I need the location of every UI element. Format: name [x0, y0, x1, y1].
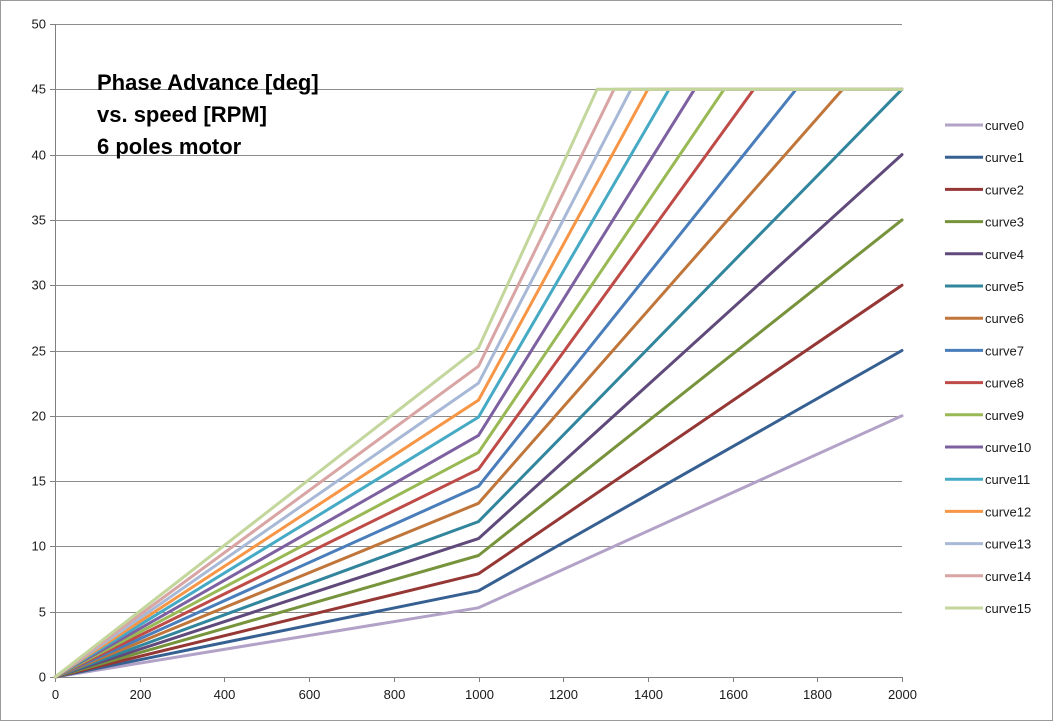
legend-label: curve14	[985, 569, 1031, 584]
legend-item-curve8: curve8	[945, 376, 1024, 391]
legend-label: curve8	[985, 376, 1024, 391]
legend-item-curve4: curve4	[945, 247, 1024, 262]
legend-item-curve6: curve6	[945, 311, 1024, 326]
y-tick-label: 40	[32, 148, 46, 163]
y-tick-label: 10	[32, 539, 46, 554]
x-tick-label: 2000	[888, 687, 917, 702]
legend-label: curve2	[985, 182, 1024, 197]
series-line-curve2	[53, 283, 904, 679]
legend-label: curve6	[985, 311, 1024, 326]
legend-item-curve15: curve15	[945, 601, 1031, 616]
legend-item-curve14: curve14	[945, 569, 1031, 584]
x-tick-label: 1400	[634, 687, 663, 702]
x-tick-label: 1600	[719, 687, 748, 702]
x-tick-label: 0	[52, 687, 59, 702]
legend-label: curve10	[985, 440, 1031, 455]
legend-item-curve10: curve10	[945, 440, 1031, 455]
legend-item-curve1: curve1	[945, 150, 1024, 165]
x-tick-label: 1200	[549, 687, 578, 702]
legend-label: curve0	[985, 118, 1024, 133]
series-line-curve1	[53, 349, 904, 679]
series-line-curve0	[53, 414, 904, 679]
legend-item-curve3: curve3	[945, 215, 1024, 230]
y-tick-label: 50	[32, 17, 46, 32]
y-tick-label: 0	[39, 670, 46, 685]
chart-title-line-3: 6 poles motor	[97, 134, 242, 159]
legend-item-curve11: curve11	[945, 472, 1030, 487]
legend-item-curve5: curve5	[945, 279, 1024, 294]
legend-label: curve11	[985, 472, 1030, 487]
chart-title-line-1: Phase Advance [deg]	[97, 70, 319, 95]
legend-item-curve13: curve13	[945, 537, 1031, 552]
y-tick-label: 5	[39, 605, 46, 620]
y-tick-label: 45	[32, 82, 46, 97]
legend-item-curve12: curve12	[945, 504, 1031, 519]
legend-label: curve13	[985, 537, 1031, 552]
chart-title-line-2: vs. speed [RPM]	[97, 102, 267, 127]
x-tick-label: 1800	[803, 687, 832, 702]
axes: 0 5 10 15 20 25 30 35 40 45 50 0 200 400 600 800 1000 120…	[32, 17, 917, 703]
legend-label: curve5	[985, 279, 1024, 294]
chart-title: Phase Advance [deg] vs. speed [RPM] 6 po…	[97, 67, 417, 163]
series-line-curve4	[53, 153, 904, 679]
legend-label: curve15	[985, 601, 1031, 616]
legend-label: curve12	[985, 504, 1031, 519]
series-line-curve15	[53, 87, 904, 679]
legend-label: curve1	[985, 150, 1024, 165]
legend-label: curve4	[985, 247, 1024, 262]
legend-item-curve7: curve7	[945, 343, 1024, 358]
legend-label: curve3	[985, 215, 1024, 230]
series-lines	[53, 87, 904, 679]
y-tick-label: 15	[32, 474, 46, 489]
y-tick-label: 20	[32, 409, 46, 424]
legend-item-curve2: curve2	[945, 182, 1024, 197]
y-tick-label: 35	[32, 213, 46, 228]
x-tick-label: 1000	[465, 687, 494, 702]
x-tick-label: 800	[384, 687, 406, 702]
y-tick-label: 25	[32, 344, 46, 359]
x-tick-label: 400	[214, 687, 236, 702]
legend-label: curve9	[985, 408, 1024, 423]
series-line-curve5	[53, 87, 904, 679]
legend-item-curve9: curve9	[945, 408, 1024, 423]
y-tick-label: 30	[32, 278, 46, 293]
legend: curve0 curve1 curve2 curve3 curve4 curve5 curv…	[945, 118, 1031, 616]
series-line-curve13	[53, 87, 904, 679]
series-line-curve3	[53, 218, 904, 679]
grid	[55, 24, 902, 613]
legend-label: curve7	[985, 343, 1024, 358]
x-tick-label: 200	[130, 687, 152, 702]
legend-item-curve0: curve0	[945, 118, 1024, 133]
x-tick-label: 600	[299, 687, 321, 702]
